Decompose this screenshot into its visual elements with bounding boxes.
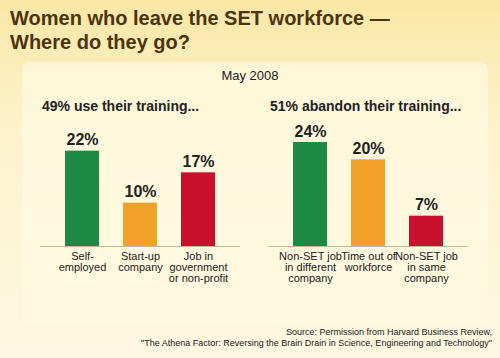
svg-text:Non-SET jobin differentcompany: Non-SET jobin differentcompany xyxy=(279,250,342,284)
svg-text:7%: 7% xyxy=(415,196,438,213)
html-text:51% abandon their training...: 51% abandon their training... xyxy=(270,98,462,114)
svg-text:22%: 22% xyxy=(66,131,98,148)
svg-text:Non-SET jobin samecompany: Non-SET jobin samecompany xyxy=(395,250,458,284)
svg-text:Self-employed: Self-employed xyxy=(59,250,107,273)
html-text:Source: Permission from Harvar: Source: Permission from Harvard Business… xyxy=(285,327,492,337)
svg-text:17%: 17% xyxy=(182,153,214,170)
svg-text:24%: 24% xyxy=(294,123,326,140)
svg-text:Time out ofworkforce: Time out ofworkforce xyxy=(341,250,397,273)
html-text:49% use their training...: 49% use their training... xyxy=(42,98,200,114)
html-text:May 2008: May 2008 xyxy=(221,68,279,83)
svg-text:20%: 20% xyxy=(352,140,384,157)
svg-text:10%: 10% xyxy=(124,183,156,200)
html-text:"The Athena Factor: Reversing: "The Athena Factor: Reversing the Brain … xyxy=(141,338,492,348)
html-text:Women who leave the SET workfo: Women who leave the SET workforce — Wher… xyxy=(10,7,390,53)
svg-text:Start-upcompany: Start-upcompany xyxy=(118,250,163,273)
svg-text:Job ingovernmentor non-profit: Job ingovernmentor non-profit xyxy=(169,250,228,284)
